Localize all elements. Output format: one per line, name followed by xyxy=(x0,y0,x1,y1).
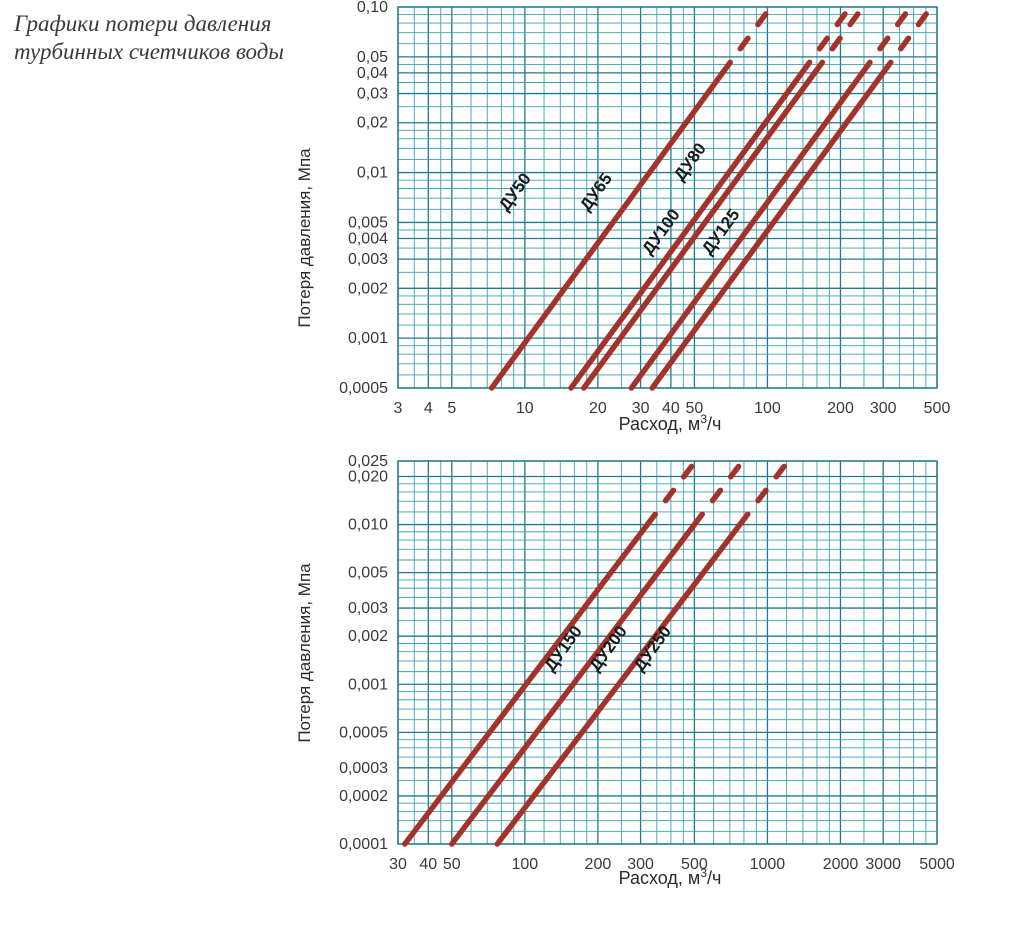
svg-text:5: 5 xyxy=(447,400,456,417)
svg-text:300: 300 xyxy=(870,400,897,417)
svg-text:0,004: 0,004 xyxy=(348,231,388,248)
svg-text:0,020: 0,020 xyxy=(348,469,388,486)
svg-text:0,0005: 0,0005 xyxy=(339,724,388,741)
svg-text:ДУ65: ДУ65 xyxy=(576,169,616,214)
svg-text:200: 200 xyxy=(827,400,854,417)
svg-text:5000: 5000 xyxy=(919,856,955,873)
svg-text:0,03: 0,03 xyxy=(357,86,388,103)
svg-text:3: 3 xyxy=(394,400,403,417)
svg-text:0,010: 0,010 xyxy=(348,517,388,534)
svg-text:100: 100 xyxy=(511,856,538,873)
svg-text:0,05: 0,05 xyxy=(357,49,388,66)
svg-text:0,01: 0,01 xyxy=(357,165,388,182)
svg-text:50: 50 xyxy=(443,856,461,873)
svg-text:30: 30 xyxy=(389,856,407,873)
svg-text:0,0001: 0,0001 xyxy=(339,836,388,853)
svg-text:0,002: 0,002 xyxy=(348,280,388,297)
svg-text:0,04: 0,04 xyxy=(357,65,388,82)
svg-text:4: 4 xyxy=(424,400,433,417)
svg-text:ДУ100: ДУ100 xyxy=(638,205,684,258)
svg-text:0,0005: 0,0005 xyxy=(339,380,388,397)
svg-text:500: 500 xyxy=(924,400,951,417)
svg-text:3000: 3000 xyxy=(865,856,901,873)
svg-text:40: 40 xyxy=(419,856,437,873)
svg-text:0,02: 0,02 xyxy=(357,115,388,132)
svg-text:0,025: 0,025 xyxy=(348,453,388,470)
svg-text:0,10: 0,10 xyxy=(357,0,388,16)
svg-text:0,002: 0,002 xyxy=(348,628,388,645)
svg-text:0,001: 0,001 xyxy=(348,330,388,347)
svg-text:0,003: 0,003 xyxy=(348,600,388,617)
svg-text:ДУ200: ДУ200 xyxy=(585,622,631,675)
svg-text:0,0002: 0,0002 xyxy=(339,788,388,805)
svg-text:ДУ250: ДУ250 xyxy=(630,622,676,675)
svg-text:ДУ80: ДУ80 xyxy=(670,139,710,184)
svg-text:0,003: 0,003 xyxy=(348,251,388,268)
svg-text:10: 10 xyxy=(516,400,534,417)
svg-text:0,005: 0,005 xyxy=(348,214,388,231)
svg-text:0,001: 0,001 xyxy=(348,676,388,693)
svg-text:2000: 2000 xyxy=(823,856,859,873)
svg-text:ДУ150: ДУ150 xyxy=(540,622,586,675)
svg-text:0,005: 0,005 xyxy=(348,565,388,582)
svg-text:0,0003: 0,0003 xyxy=(339,760,388,777)
svg-text:ДУ125: ДУ125 xyxy=(698,205,744,258)
